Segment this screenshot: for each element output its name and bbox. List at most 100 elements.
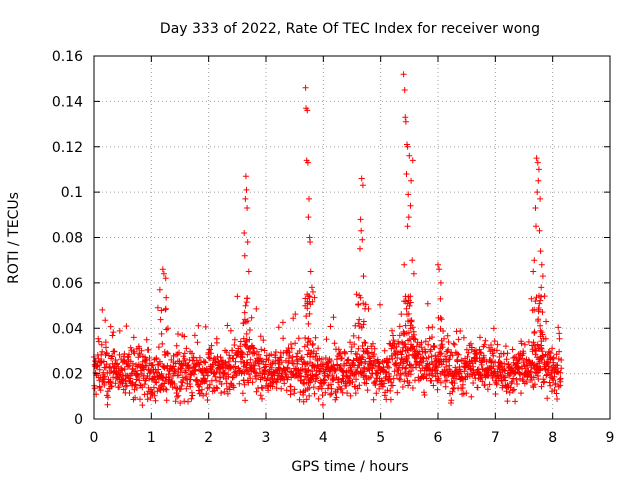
- data-point: [541, 293, 548, 300]
- data-point: [148, 390, 155, 397]
- data-point: [437, 345, 444, 352]
- data-point: [262, 363, 269, 370]
- data-point: [413, 364, 420, 371]
- data-point: [203, 391, 210, 397]
- data-point: [396, 332, 403, 339]
- data-point: [421, 389, 427, 396]
- data-point: [381, 347, 388, 354]
- data-point: [95, 355, 102, 362]
- data-point: [110, 365, 117, 371]
- data-point: [246, 327, 253, 333]
- data-point: [243, 299, 250, 306]
- data-point: [371, 379, 378, 386]
- data-point: [202, 323, 209, 330]
- data-point: [273, 385, 280, 392]
- data-point: [446, 356, 453, 363]
- data-point-peak: [307, 268, 314, 275]
- data-point: [386, 373, 393, 380]
- data-point: [106, 363, 113, 370]
- data-point: [295, 335, 302, 342]
- x-tick-label: 0: [90, 430, 99, 446]
- data-point: [136, 351, 143, 358]
- data-point-peak: [357, 245, 363, 252]
- data-point: [328, 385, 335, 392]
- data-point-peak: [407, 202, 414, 209]
- data-point: [218, 357, 225, 364]
- data-point: [397, 371, 404, 378]
- data-point-peak: [531, 257, 538, 264]
- data-point: [126, 390, 133, 396]
- data-point: [195, 322, 202, 329]
- y-tick-labels: 0 0.02 0.04 0.06 0.08 0.1 0.12 0.14 0.16: [52, 49, 83, 428]
- data-point: [338, 386, 345, 392]
- data-point: [244, 318, 251, 324]
- data-point: [111, 348, 118, 355]
- data-point: [327, 391, 334, 398]
- data-point: [402, 347, 409, 354]
- data-point: [186, 357, 193, 363]
- data-point: [391, 368, 398, 375]
- data-point: [213, 339, 220, 346]
- data-point: [441, 367, 448, 373]
- data-point-peak: [357, 216, 364, 223]
- data-point: [377, 301, 383, 308]
- data-point: [203, 378, 210, 385]
- data-point-peak: [241, 230, 248, 236]
- data-point: [385, 359, 392, 366]
- data-point: [351, 341, 358, 348]
- data-point: [411, 331, 418, 338]
- data-point: [334, 386, 341, 393]
- data-point-peak: [404, 143, 411, 150]
- data-point: [313, 350, 320, 357]
- data-point: [421, 392, 428, 398]
- data-point: [107, 323, 114, 330]
- data-point: [362, 301, 369, 308]
- data-point: [171, 381, 178, 387]
- data-point: [296, 396, 303, 403]
- data-point: [473, 351, 480, 358]
- y-axis-label: ROTI / TECUs: [6, 192, 22, 284]
- data-point: [318, 385, 325, 392]
- data-point: [109, 332, 116, 339]
- data-point: [531, 330, 538, 336]
- data-point: [96, 383, 103, 390]
- data-point-peak: [533, 223, 539, 230]
- data-point: [530, 339, 537, 346]
- data-point: [257, 370, 263, 377]
- data-point: [467, 340, 474, 347]
- data-point: [442, 383, 449, 390]
- data-point-peak: [539, 273, 546, 280]
- data-point: [533, 294, 540, 301]
- data-point: [488, 342, 494, 348]
- data-point: [365, 350, 372, 357]
- data-point-peak: [401, 261, 408, 268]
- data-point: [523, 379, 530, 385]
- x-axis-label: GPS time / hours: [291, 459, 408, 475]
- data-point: [232, 363, 238, 370]
- data-point: [356, 316, 363, 323]
- data-point: [296, 348, 303, 354]
- data-point: [520, 350, 527, 357]
- data-point: [407, 299, 414, 306]
- data-point: [132, 394, 139, 401]
- data-point: [343, 382, 350, 389]
- data-point: [346, 380, 353, 386]
- data-point: [389, 382, 396, 389]
- data-point: [287, 383, 294, 390]
- data-point: [242, 302, 249, 309]
- data-point: [234, 293, 241, 300]
- data-point: [535, 345, 542, 352]
- data-point: [286, 349, 293, 356]
- data-point: [135, 373, 141, 380]
- data-point: [292, 311, 299, 318]
- data-point: [133, 385, 140, 391]
- data-point: [137, 396, 143, 403]
- data-point: [550, 377, 557, 384]
- data-point: [162, 306, 169, 313]
- data-point: [410, 343, 417, 350]
- data-point: [454, 356, 461, 363]
- data-point: [478, 350, 485, 357]
- data-point: [477, 349, 484, 356]
- data-point: [183, 385, 190, 392]
- data-point: [386, 364, 392, 371]
